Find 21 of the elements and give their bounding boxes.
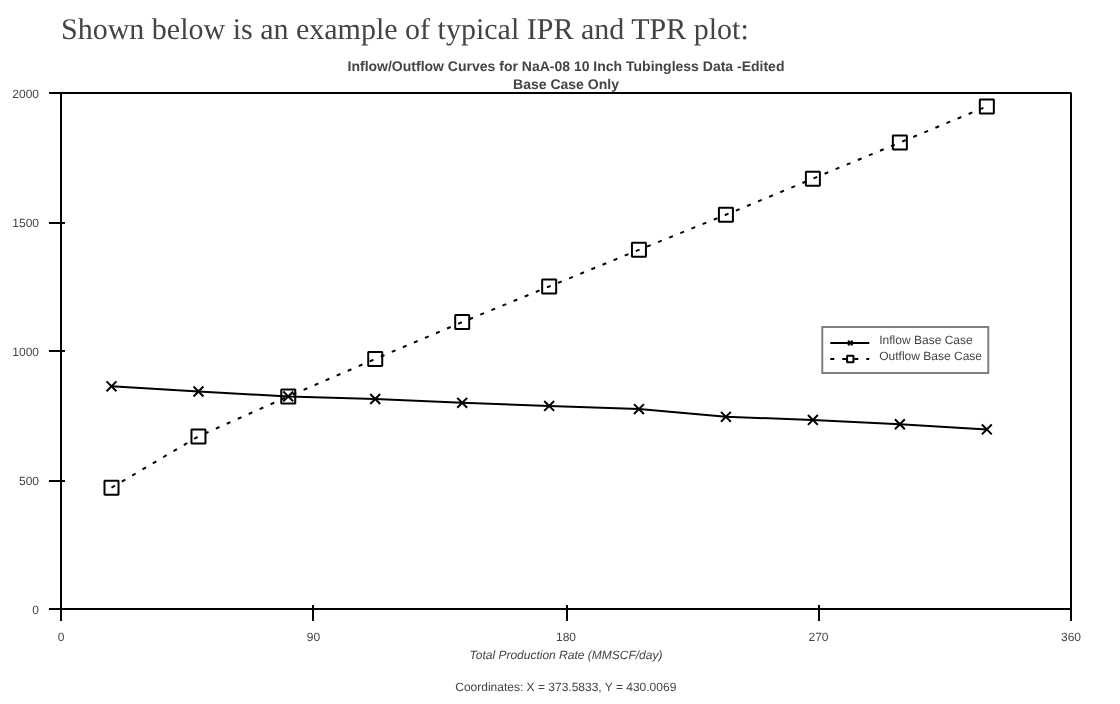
point — [367, 351, 384, 367]
point — [541, 278, 558, 295]
point — [454, 314, 471, 331]
point — [719, 410, 732, 423]
point — [717, 206, 734, 223]
point — [192, 385, 205, 398]
point — [456, 396, 469, 409]
point — [632, 403, 645, 415]
point — [543, 400, 556, 412]
point — [804, 170, 821, 187]
point — [980, 423, 993, 436]
point — [891, 134, 908, 151]
point — [630, 241, 647, 258]
point — [369, 393, 382, 405]
point — [978, 98, 995, 115]
point — [105, 380, 118, 393]
point — [190, 428, 207, 445]
point — [893, 418, 906, 431]
point — [806, 413, 819, 426]
text: Shown below is an example of typical IPR and TPR plot: — [61, 15, 749, 47]
point — [103, 479, 120, 496]
